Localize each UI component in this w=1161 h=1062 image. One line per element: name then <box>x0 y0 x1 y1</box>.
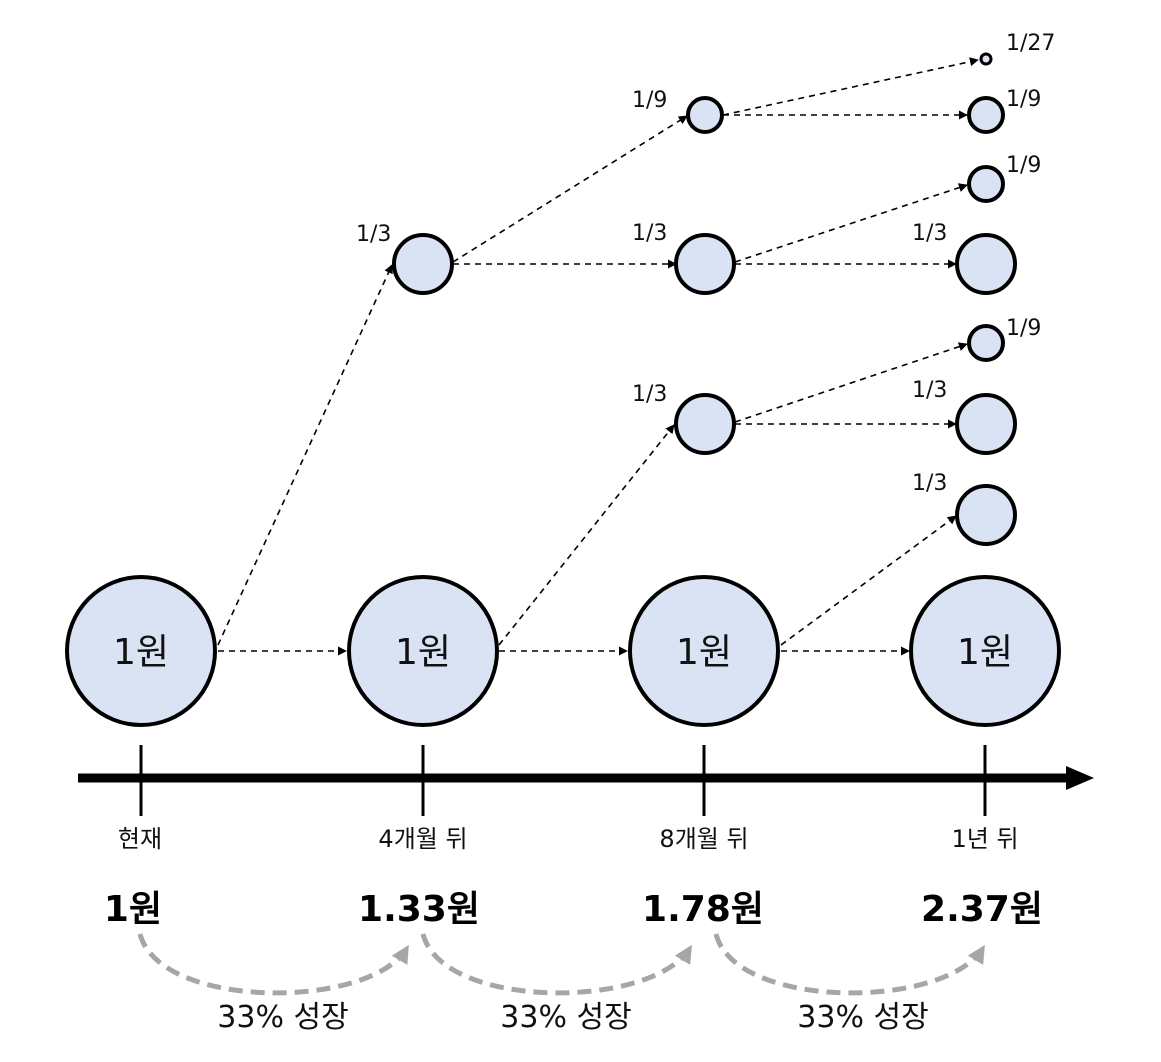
growth-arc-1 <box>137 933 410 996</box>
fraction-label-y1-5: 1/3 <box>912 378 947 403</box>
node-m4: 1원 <box>347 575 499 727</box>
branch-node-m8-top <box>686 96 724 134</box>
growth-arc-3 <box>713 933 986 996</box>
branch-node-y1-4 <box>967 324 1005 362</box>
fraction-label-m8-mid: 1/3 <box>632 221 667 246</box>
node-y1: 1원 <box>909 575 1061 727</box>
branch-node-y1-tiny <box>979 52 993 66</box>
branch-nodes <box>392 52 1017 546</box>
node-y1-label: 1원 <box>957 632 1013 673</box>
edge-d-to-i <box>734 342 968 423</box>
branch-node-y1-6 <box>955 484 1017 546</box>
edge-m8-to-k <box>780 515 957 646</box>
value-label-now: 1원 <box>104 889 162 930</box>
node-m8-circle <box>628 575 780 727</box>
time-label-y1: 1년 뒤 <box>951 825 1018 853</box>
edge-now-to-a <box>217 264 393 646</box>
time-label-m8: 8개월 뒤 <box>659 825 748 853</box>
fraction-label-m8-top: 1/9 <box>632 88 667 113</box>
fraction-label-y1-4: 1/9 <box>1006 316 1041 341</box>
fraction-label-y1-6: 1/3 <box>912 471 947 496</box>
growth-label-2: 33% 성장 <box>500 1000 631 1035</box>
fraction-label-y1-2: 1/9 <box>1006 153 1041 178</box>
timeline: 현재 4개월 뒤 8개월 뒤 1년 뒤 <box>78 745 1094 853</box>
edge-a-to-b <box>452 115 688 263</box>
node-m4-label: 1원 <box>395 632 451 673</box>
edge-m4-to-d <box>498 424 675 646</box>
fraction-labels: 1/3 1/9 1/3 1/3 1/27 1/9 1/9 1/3 1/9 1/3… <box>356 31 1055 496</box>
branch-node-m4 <box>392 233 454 295</box>
node-now: 1원 <box>65 575 217 727</box>
branch-node-y1-1 <box>967 96 1005 134</box>
node-m8: 1원 <box>628 575 780 727</box>
node-now-label: 1원 <box>113 632 169 673</box>
edge-b-to-e <box>722 57 979 116</box>
value-label-y1: 2.37원 <box>921 889 1043 930</box>
time-label-m4: 4개월 뒤 <box>378 825 467 853</box>
fraction-label-m8-low: 1/3 <box>632 382 667 407</box>
node-m4-circle <box>347 575 499 727</box>
branch-node-y1-2 <box>967 165 1005 203</box>
branch-edges <box>217 57 979 656</box>
growth-arrows: 33% 성장 33% 성장 33% 성장 <box>137 933 986 1035</box>
node-now-circle <box>65 575 217 727</box>
branch-node-y1-5 <box>955 393 1017 455</box>
fraction-label-y1-1: 1/9 <box>1006 87 1041 112</box>
value-labels: 1원 1.33원 1.78원 2.37원 <box>104 889 1043 930</box>
timeline-arrowhead <box>1066 766 1094 790</box>
growth-label-1: 33% 성장 <box>217 1000 348 1035</box>
edge-c-to-g <box>734 183 968 263</box>
fraction-label-y1-3: 1/3 <box>912 221 947 246</box>
value-label-m8: 1.78원 <box>642 889 764 930</box>
branch-node-m8-low <box>674 393 736 455</box>
growth-arc-2 <box>420 933 693 996</box>
time-label-now: 현재 <box>118 825 162 853</box>
branch-node-y1-3 <box>955 233 1017 295</box>
node-m8-label: 1원 <box>676 632 732 673</box>
branch-node-m8-mid <box>674 233 736 295</box>
main-nodes: 1원 1원 1원 1원 <box>65 575 1061 727</box>
fraction-label-y1-tiny: 1/27 <box>1006 31 1055 56</box>
value-label-m4: 1.33원 <box>358 889 480 930</box>
node-y1-circle <box>909 575 1061 727</box>
growth-label-3: 33% 성장 <box>797 1000 928 1035</box>
fraction-label-m4: 1/3 <box>356 222 391 247</box>
